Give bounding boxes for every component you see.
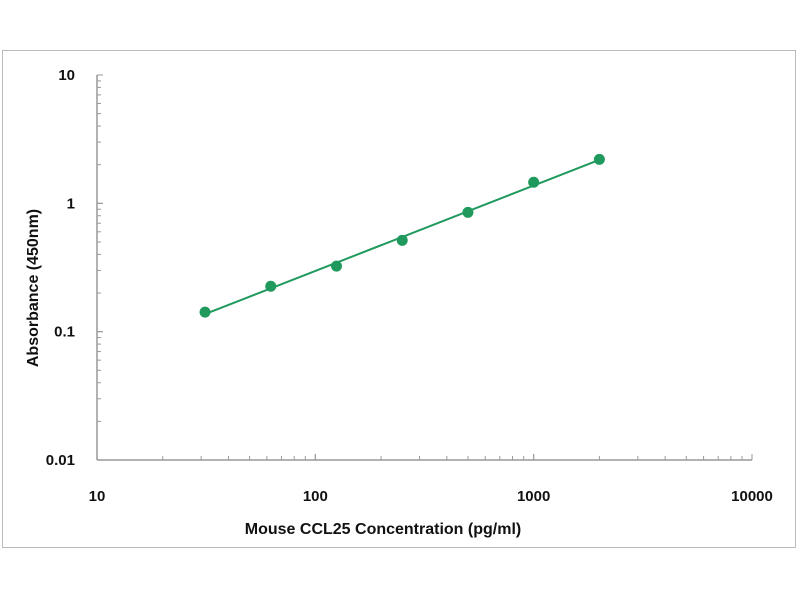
x-axis-label: Mouse CCL25 Concentration (pg/ml) bbox=[245, 521, 521, 538]
chart-frame bbox=[2, 50, 796, 548]
data-point bbox=[462, 206, 474, 218]
x-tick-label: 10 bbox=[89, 488, 106, 505]
data-point bbox=[396, 234, 408, 246]
y-axis-label: Absorbance (450nm) bbox=[25, 209, 42, 367]
x-tick-label: 100 bbox=[303, 488, 328, 505]
y-tick-label: 0.01 bbox=[46, 452, 75, 469]
x-tick-label: 10000 bbox=[731, 488, 773, 505]
data-point bbox=[199, 306, 211, 318]
data-point bbox=[528, 176, 540, 188]
y-tick-label: 1 bbox=[67, 195, 75, 212]
y-tick-label: 10 bbox=[58, 67, 75, 84]
x-tick-label: 1000 bbox=[517, 488, 550, 505]
data-point bbox=[330, 260, 342, 272]
data-point bbox=[593, 153, 605, 165]
y-tick-label: 0.1 bbox=[54, 324, 75, 341]
data-point bbox=[265, 280, 277, 292]
